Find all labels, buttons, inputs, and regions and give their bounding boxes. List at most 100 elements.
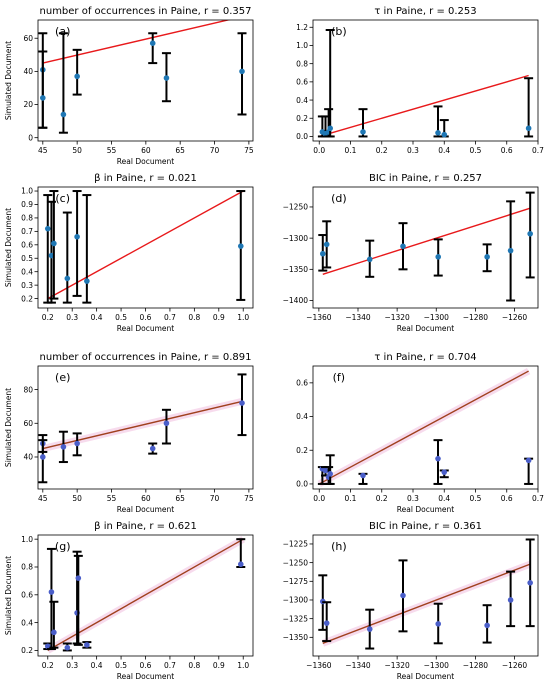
data-point xyxy=(48,589,55,595)
data-point xyxy=(84,278,90,284)
panel-b: 0.0 0.1 0.2 0.3 0.4 0.5 0.6 0.7 0.0 0.2 0.4 0.6 0.8 1… xyxy=(296,6,544,155)
data-point xyxy=(74,233,80,240)
x-tick-label: 0.2 xyxy=(376,146,388,155)
x-tick-label: 0.7 xyxy=(532,494,544,503)
x-axis-label: Real Document xyxy=(397,505,454,514)
error-bar xyxy=(72,190,82,297)
error-bar xyxy=(72,48,82,96)
y-tick-label: 0.2 xyxy=(296,114,308,123)
x-tick-label: 0.5 xyxy=(115,313,127,322)
x-tick-label: 50 xyxy=(72,146,82,155)
y-tick-label: 0.6 xyxy=(296,379,308,388)
y-tick-label: 40 xyxy=(23,67,33,76)
chart-title: τ in Paine, r = 0.253 xyxy=(374,6,476,17)
data-point xyxy=(163,420,170,427)
y-tick-label: −1250 xyxy=(283,203,309,212)
y-tick-label: 1.0 xyxy=(21,187,33,196)
data-point xyxy=(400,592,406,599)
data-point xyxy=(435,254,442,260)
x-tick-label: 0.4 xyxy=(438,494,450,503)
data-point xyxy=(323,620,330,626)
data-point xyxy=(51,240,57,247)
x-tick-label: 0.1 xyxy=(345,146,357,155)
y-tick-label: 0.6 xyxy=(21,591,33,600)
y-tick-label: 0.0 xyxy=(296,132,308,141)
y-tick-label: 0.4 xyxy=(296,96,308,105)
x-axis-label: Real Document xyxy=(397,672,454,681)
panel-f: 0.0 0.1 0.2 0.3 0.4 0.5 0.6 0.7 0.0 0.2 0.4 0.6 τ in… xyxy=(296,352,544,514)
y-tick-label: −1325 xyxy=(283,614,309,623)
x-tick-label: 60 xyxy=(141,494,151,503)
y-axis-label: Simulated Document xyxy=(4,388,13,467)
x-tick-label: 0.4 xyxy=(91,313,103,322)
x-tick-label: 0.7 xyxy=(164,313,176,322)
data-point xyxy=(74,73,80,80)
x-tick-label: 65 xyxy=(175,494,185,503)
x-tick-label: 0.9 xyxy=(213,313,225,322)
x-tick-label: 70 xyxy=(210,146,220,155)
y-axis-label: Simulated Document xyxy=(4,208,13,287)
x-tick-label: −1360 xyxy=(306,313,332,322)
x-axis-label: Real Document xyxy=(117,324,174,333)
data-point xyxy=(525,457,532,464)
y-tick-label: 0.4 xyxy=(21,267,33,276)
panel-label: (b) xyxy=(331,25,347,38)
x-tick-label: 0.2 xyxy=(42,313,54,322)
panel-label: (a) xyxy=(55,25,70,38)
error-bar xyxy=(49,600,59,649)
y-tick-label: 80 xyxy=(23,385,33,394)
y-tick-label: 1.0 xyxy=(296,41,308,50)
data-point xyxy=(40,454,46,460)
data-point xyxy=(239,68,245,75)
fit-line xyxy=(47,538,244,652)
axes-frame xyxy=(37,186,254,309)
y-tick-label: −1350 xyxy=(283,633,309,642)
error-bar xyxy=(433,439,443,485)
x-tick-label: 0.6 xyxy=(140,661,152,670)
data-point xyxy=(484,622,490,629)
data-point xyxy=(237,561,244,568)
x-tick-label: 75 xyxy=(244,146,254,155)
data-point xyxy=(435,130,441,136)
x-tick-label: 0.5 xyxy=(470,146,482,155)
fit-line xyxy=(319,74,529,138)
x-axis-label: Real Document xyxy=(117,157,174,166)
data-point xyxy=(84,642,90,648)
chart-title: BIC in Paine, r = 0.361 xyxy=(369,521,482,532)
chart-title: τ in Paine, r = 0.704 xyxy=(374,352,476,363)
panel-d: −1360 −1340 −1320 −1300 −1280 −1260 −1400 −1350… xyxy=(283,173,539,333)
data-point xyxy=(525,125,532,132)
error-bar xyxy=(161,408,171,445)
x-axis-label: Real Document xyxy=(117,672,174,681)
axes-frame xyxy=(312,186,539,309)
y-tick-label: 0.6 xyxy=(21,241,33,250)
y-tick-label: 0.6 xyxy=(296,78,308,87)
x-tick-label: −1280 xyxy=(463,313,489,322)
x-tick-label: −1340 xyxy=(345,661,371,670)
data-point xyxy=(60,111,67,118)
x-tick-label: 0.1 xyxy=(345,494,357,503)
data-point xyxy=(40,95,46,101)
x-tick-label: 0.2 xyxy=(376,494,388,503)
data-point xyxy=(441,469,448,475)
data-point xyxy=(360,472,366,479)
error-bar xyxy=(38,439,48,484)
x-tick-label: 50 xyxy=(72,494,82,503)
fit-line xyxy=(322,563,531,644)
fit-line xyxy=(318,370,529,485)
x-tick-label: 0.7 xyxy=(532,146,544,155)
y-tick-label: −1350 xyxy=(283,265,309,274)
x-axis-label: Real Document xyxy=(117,505,174,514)
panel-label: (e) xyxy=(55,371,70,384)
fit-line xyxy=(322,207,531,275)
x-tick-label: −1320 xyxy=(384,661,410,670)
data-point xyxy=(322,467,329,474)
data-point xyxy=(527,230,533,237)
panel-g: 0.2 0.3 0.4 0.5 0.6 0.7 0.8 0.9 1.0 0.2 0.4 0.6 0.8 1… xyxy=(4,521,254,681)
y-axis-label: Simulated Document xyxy=(4,41,13,120)
y-tick-label: 0.5 xyxy=(21,254,33,263)
data-point xyxy=(366,626,373,632)
error-bar xyxy=(38,50,48,129)
axes-frame xyxy=(312,19,539,142)
